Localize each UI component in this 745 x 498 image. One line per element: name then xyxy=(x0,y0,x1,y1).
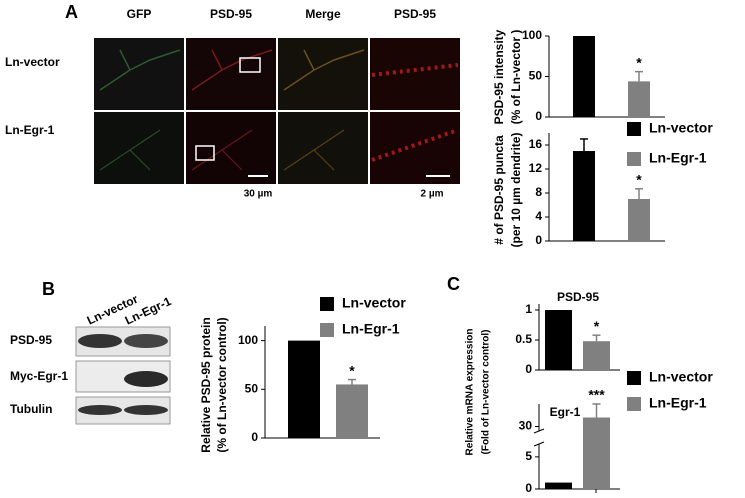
significance: * xyxy=(594,318,600,334)
y-tick-label: 4 xyxy=(535,209,542,223)
y-tick-label: 100 xyxy=(522,28,542,42)
y-tick-label: 0 xyxy=(525,481,532,495)
y-axis-label: # of PSD-95 puncta xyxy=(492,135,506,245)
chart-title: Egr-1 xyxy=(550,405,581,419)
bar xyxy=(336,384,368,438)
y-tick-label: 8 xyxy=(535,185,542,199)
legend-swatch xyxy=(627,152,641,166)
blot-row-label: Myc-Egr-1 xyxy=(10,369,68,383)
image-column-label: GFP xyxy=(127,7,152,21)
y-tick-label: 16 xyxy=(529,137,543,151)
y-axis-label: (Fold of Ln-vector control) xyxy=(481,330,492,455)
bar xyxy=(628,81,650,117)
y-tick-label: 0 xyxy=(525,362,532,376)
legend-label: Ln-Egr-1 xyxy=(342,321,400,337)
blot-row-label: PSD-95 xyxy=(10,333,52,347)
y-tick-label: 0 xyxy=(535,109,542,123)
significance: * xyxy=(636,172,642,188)
axis-break xyxy=(533,441,545,447)
y-tick-label: 1 xyxy=(525,302,532,316)
y-tick-label: 0 xyxy=(535,233,542,247)
bar xyxy=(583,341,610,370)
significance: * xyxy=(636,54,642,70)
bar xyxy=(545,482,572,489)
image-row-label: Ln-vector xyxy=(5,55,60,69)
scale-bar-label: 30 µm xyxy=(244,189,273,200)
y-axis-label: (% of Ln-vector ) xyxy=(509,30,523,125)
y-axis-label: PSD-95 intensity xyxy=(492,29,506,124)
y-axis-label: (per 10 µm dendrite) xyxy=(509,133,523,248)
micrographs xyxy=(94,38,460,184)
legend-swatch xyxy=(627,122,641,136)
y-axis-label: Relative mRNA expression xyxy=(465,329,476,456)
legend-label: Ln-vector xyxy=(342,295,406,311)
significance: *** xyxy=(588,387,605,403)
chart-title: PSD-95 xyxy=(557,290,599,304)
western-blot xyxy=(75,326,171,425)
significance: * xyxy=(349,362,355,378)
image-column-label: PSD-95 xyxy=(394,7,436,21)
legend-label: Ln-Egr-1 xyxy=(649,395,707,411)
image-column-label: PSD-95 xyxy=(210,7,252,21)
y-tick-label: 0 xyxy=(251,430,258,444)
legend-swatch xyxy=(627,397,641,411)
legend-label: Ln-vector xyxy=(649,120,713,136)
bar xyxy=(583,417,610,489)
bar xyxy=(573,36,595,117)
image-column-label: Merge xyxy=(305,7,341,21)
y-tick-label: 5 xyxy=(525,449,532,463)
y-tick-label: 0.5 xyxy=(515,332,532,346)
y-tick-label: 12 xyxy=(529,161,543,175)
bar xyxy=(573,151,595,241)
bar xyxy=(545,310,572,370)
legend-label: Ln-vector xyxy=(649,369,713,385)
legend-swatch xyxy=(320,323,334,337)
blot-row-label: Tubulin xyxy=(10,402,52,416)
y-axis-label: (% of Ln-vector control) xyxy=(215,317,229,452)
legend-label: Ln-Egr-1 xyxy=(649,150,707,166)
panel-letter: C xyxy=(447,274,460,294)
y-tick-label: 50 xyxy=(529,69,543,83)
panel-letter: A xyxy=(65,2,78,22)
axis-break xyxy=(533,428,545,434)
legend-swatch xyxy=(320,297,334,311)
y-tick-label: 30 xyxy=(519,419,533,433)
legend-swatch xyxy=(627,371,641,385)
y-tick-label: 50 xyxy=(245,381,259,395)
panel-letter: B xyxy=(42,279,55,299)
y-axis-label: Relative PSD-95 protein xyxy=(199,317,213,452)
image-row-label: Ln-Egr-1 xyxy=(5,123,55,137)
y-tick-label: 100 xyxy=(238,333,258,347)
bar xyxy=(288,340,320,438)
bar xyxy=(628,199,650,241)
scale-bar-label: 2 µm xyxy=(421,189,444,200)
